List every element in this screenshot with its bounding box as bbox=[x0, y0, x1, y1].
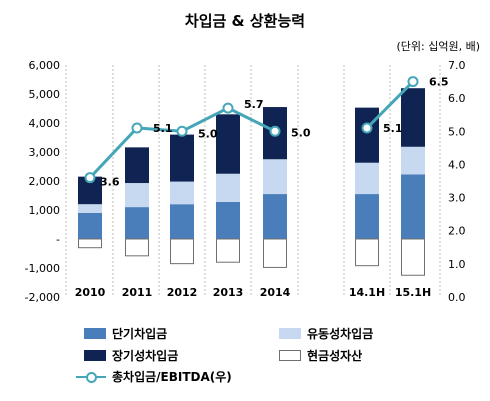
bar-long-term bbox=[170, 134, 194, 182]
legend-swatch-ratio bbox=[76, 371, 106, 383]
y-left-tick-label: 4,000 bbox=[29, 117, 61, 130]
y-right-tick-label: 5.0 bbox=[448, 125, 466, 138]
y-right-tick-label: 4.0 bbox=[448, 158, 466, 171]
ratio-point bbox=[131, 122, 143, 134]
bar-current-long bbox=[401, 146, 425, 175]
ratio-data-label: 5.1 bbox=[153, 122, 173, 135]
legend-swatch-long-term bbox=[84, 350, 106, 361]
bar-short-term bbox=[78, 212, 102, 239]
legend-ratio: 총차입금/EBITDA(우) bbox=[76, 368, 232, 385]
bar-current-long bbox=[263, 159, 287, 195]
bar-short-term bbox=[401, 174, 425, 239]
ratio-point bbox=[176, 125, 188, 137]
bar-long-term bbox=[125, 147, 149, 184]
x-tick-label: 2010 bbox=[75, 286, 106, 299]
ratio-point bbox=[269, 125, 281, 137]
y-right-tick-label: 6.0 bbox=[448, 92, 466, 105]
y-left-tick-label: - bbox=[56, 233, 60, 246]
bar-short-term bbox=[125, 207, 149, 239]
y-left-tick-label: 2,000 bbox=[29, 175, 61, 188]
y-left-tick-label: 6,000 bbox=[29, 59, 61, 72]
ratio-line-segment-1 bbox=[365, 80, 415, 130]
bar-current-long bbox=[78, 204, 102, 213]
chart-legend: 단기차입금 유동성차입금 장기성차입금 현금성자산 총차입금/EBITDA(우) bbox=[76, 325, 464, 391]
legend-label-short-term: 단기차입금 bbox=[112, 327, 168, 341]
ratio-data-label: 3.6 bbox=[100, 176, 120, 189]
legend-swatch-short-term bbox=[84, 328, 106, 339]
bar-short-term bbox=[216, 201, 240, 239]
legend-current-long: 유동성차입금 bbox=[279, 325, 373, 342]
ratio-data-label: 5.0 bbox=[291, 126, 311, 139]
bar-current-long bbox=[216, 173, 240, 202]
legend-short-term: 단기차입금 bbox=[84, 325, 167, 342]
legend-label-ratio: 총차입금/EBITDA(우) bbox=[112, 370, 232, 384]
bar-short-term bbox=[170, 204, 194, 239]
bar-current-long bbox=[125, 183, 149, 208]
ratio-data-label: 5.7 bbox=[244, 98, 264, 111]
legend-label-cash: 현금성자산 bbox=[307, 349, 363, 363]
legend-label-long-term: 장기성차입금 bbox=[112, 349, 179, 363]
y-right-tick-label: 3.0 bbox=[448, 192, 466, 205]
x-tick-label: 2012 bbox=[167, 286, 198, 299]
y-left-tick-label: 5,000 bbox=[29, 88, 61, 101]
ratio-data-label: 5.1 bbox=[383, 122, 403, 135]
ratio-point bbox=[222, 102, 234, 114]
bar-cash bbox=[401, 238, 425, 276]
ratio-point bbox=[407, 76, 419, 88]
x-tick-label: 15.1H bbox=[395, 286, 431, 299]
y-right-tick-label: 7.0 bbox=[448, 59, 466, 72]
bar-cash bbox=[78, 238, 102, 249]
x-tick-label: 2014 bbox=[260, 286, 291, 299]
y-right-tick-label: 2.0 bbox=[448, 225, 466, 238]
legend-label-current-long: 유동성차입금 bbox=[307, 327, 374, 341]
y-right-tick-label: 0.0 bbox=[448, 291, 466, 304]
bar-long-term bbox=[401, 88, 425, 147]
unit-label: (단위: 십억원, 배) bbox=[396, 40, 481, 53]
y-left-tick-label: -2,000 bbox=[25, 291, 60, 304]
bar-short-term bbox=[355, 194, 379, 239]
x-tick-label: 2013 bbox=[213, 286, 244, 299]
bar-current-long bbox=[355, 162, 379, 195]
bar-cash bbox=[170, 238, 194, 265]
ratio-point bbox=[84, 172, 96, 184]
legend-swatch-cash bbox=[279, 350, 301, 361]
y-left-tick-label: 3,000 bbox=[29, 146, 61, 159]
legend-long-term: 장기성차입금 bbox=[84, 347, 178, 364]
chart-title: 차입금 & 상환능력 bbox=[184, 12, 306, 30]
legend-cash: 현금성자산 bbox=[279, 347, 362, 364]
y-left-tick-label: -1,000 bbox=[25, 262, 60, 275]
bar-cash bbox=[216, 238, 240, 263]
bar-short-term bbox=[263, 194, 287, 239]
y-right-tick-label: 1.0 bbox=[448, 258, 466, 271]
ratio-data-label: 5.0 bbox=[198, 127, 218, 140]
bar-long-term bbox=[355, 107, 379, 163]
bar-cash bbox=[125, 238, 149, 257]
ratio-point bbox=[361, 122, 373, 134]
x-tick-label: 14.1H bbox=[349, 286, 385, 299]
y-left-tick-label: 1,000 bbox=[29, 204, 61, 217]
bar-current-long bbox=[170, 181, 194, 205]
ratio-data-label: 6.5 bbox=[429, 76, 449, 89]
bar-cash bbox=[355, 238, 379, 267]
legend-swatch-current-long bbox=[279, 328, 301, 339]
bar-cash bbox=[263, 238, 287, 268]
x-tick-label: 2011 bbox=[122, 286, 153, 299]
chart-plot: -2,000-1,000-1,0002,0003,0004,0005,0006,… bbox=[25, 59, 466, 304]
bar-long-term bbox=[216, 114, 240, 174]
